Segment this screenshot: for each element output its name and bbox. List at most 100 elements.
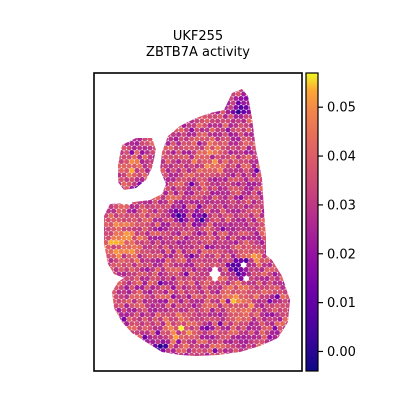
spot (144, 149, 150, 156)
spot (248, 294, 254, 300)
spot (118, 140, 124, 147)
spot (199, 208, 205, 214)
spot (116, 145, 122, 151)
spot (137, 163, 143, 169)
spot (95, 263, 100, 268)
spot (111, 362, 116, 367)
spot (165, 131, 171, 138)
spot (142, 91, 148, 97)
spot (147, 253, 153, 259)
spot (259, 330, 265, 336)
spot (285, 168, 290, 174)
spot (181, 294, 187, 300)
spot (235, 262, 241, 268)
spot (261, 109, 267, 115)
spot (243, 140, 249, 147)
spot (267, 280, 273, 286)
spot (246, 172, 252, 178)
spot (116, 163, 122, 169)
spot (293, 308, 298, 313)
spot (126, 145, 132, 151)
spot (230, 127, 236, 133)
spot (189, 163, 195, 169)
spot (137, 109, 143, 115)
spot (277, 253, 283, 259)
spot (282, 199, 288, 205)
spot (113, 258, 119, 264)
spot (129, 312, 135, 318)
spot (264, 357, 269, 362)
spot (262, 380, 267, 385)
spot (256, 298, 262, 304)
spot (220, 118, 226, 124)
spot (199, 362, 204, 367)
spot (191, 339, 197, 345)
spot (152, 298, 158, 304)
spot (178, 118, 184, 124)
spot (137, 172, 143, 178)
spot (204, 199, 210, 205)
spot (98, 303, 103, 308)
spot (217, 140, 223, 147)
spot (209, 154, 215, 160)
spot (269, 168, 275, 174)
spot (111, 226, 117, 232)
spot (140, 357, 145, 362)
spot (127, 380, 132, 385)
spot (111, 82, 116, 87)
spot (194, 289, 200, 295)
spot (142, 154, 148, 160)
spot (163, 235, 169, 241)
spot (191, 258, 197, 264)
spot (191, 140, 197, 147)
spot (267, 199, 273, 205)
spot (202, 231, 208, 237)
spot (105, 199, 111, 205)
spot (170, 122, 176, 129)
spot (210, 82, 215, 87)
spot (139, 330, 145, 336)
spot (194, 235, 200, 241)
spot (261, 190, 267, 196)
spot (160, 231, 166, 237)
spot (113, 249, 119, 255)
spot (251, 343, 257, 349)
spot (259, 240, 265, 246)
spot (256, 262, 262, 268)
spot (238, 204, 244, 210)
spot (272, 109, 278, 115)
spot (160, 375, 165, 380)
spot (157, 226, 163, 232)
spot (165, 95, 171, 102)
spot (137, 145, 143, 151)
spot (256, 145, 262, 151)
spot (191, 276, 197, 282)
spot (230, 262, 236, 268)
spot (225, 244, 231, 250)
spot (118, 186, 124, 192)
spot (220, 163, 226, 169)
spot (287, 109, 290, 115)
spot (121, 109, 127, 115)
spot (233, 122, 239, 129)
spot (142, 235, 148, 241)
spot (104, 100, 106, 106)
spot (157, 235, 163, 241)
spot (235, 163, 241, 169)
spot (196, 330, 202, 336)
spot (230, 181, 236, 187)
spot (204, 127, 210, 133)
spot (261, 199, 267, 205)
spot (104, 267, 109, 273)
spot (233, 131, 239, 138)
spot (296, 222, 301, 227)
spot (243, 321, 249, 327)
spot (230, 316, 236, 322)
spot (183, 190, 189, 196)
spot (163, 163, 169, 169)
spot (222, 204, 228, 210)
spot (121, 154, 127, 160)
spot (264, 339, 270, 345)
spot (116, 154, 122, 160)
spot (222, 168, 228, 174)
